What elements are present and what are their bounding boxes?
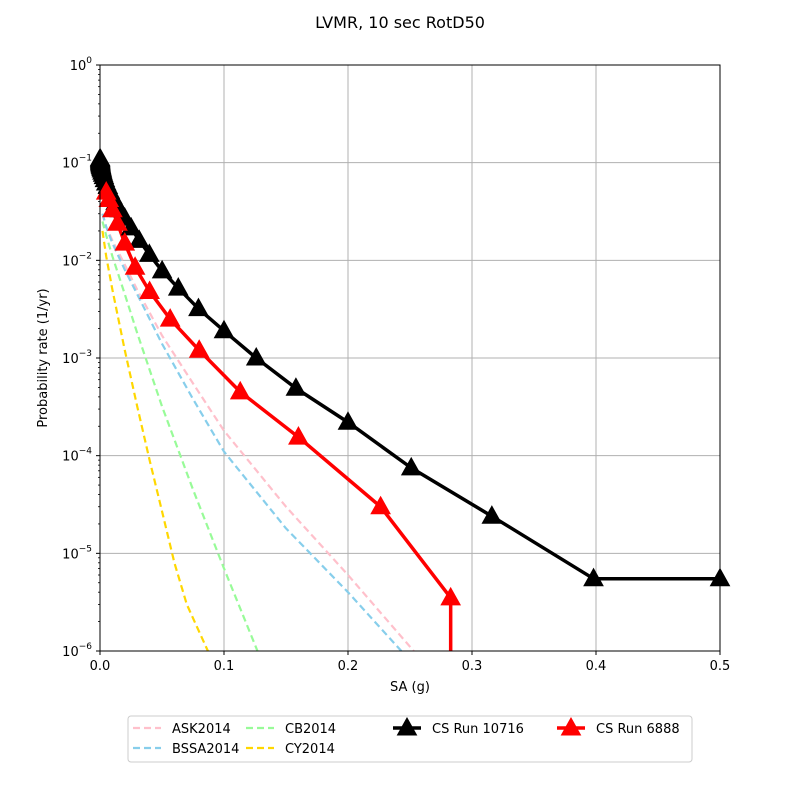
legend-marker-cs-run-10716 [396,716,418,736]
data-point-cs-run-6888 [440,586,462,606]
data-point-cs-run-10716 [213,319,235,339]
data-point-cs-run-10716 [151,259,173,279]
data-point-cs-run-10716 [138,243,160,262]
x-tick-label: 0.4 [586,659,607,674]
data-point-cs-run-6888 [107,212,128,231]
data-point-cs-run-10716 [128,229,150,248]
x-tick-label: 0.2 [338,659,359,674]
y-tick-label: 10−4 [62,447,92,465]
data-point-cs-run-6888 [139,280,160,299]
legend-marker-cs-run-6888 [560,716,582,736]
series-line-bssa2014 [101,213,403,651]
data-point-cs-run-10716 [167,277,189,296]
chart-title: LVMR, 10 sec RotD50 [315,13,485,32]
data-point-cs-run-10716 [285,377,307,396]
x-tick-label: 0.3 [462,659,483,674]
y-tick-label: 10−2 [62,251,92,269]
x-axis-ticks: 0.0 0.1 0.2 0.3 0.4 0.5 [90,651,731,674]
legend-label-cb2014: CB2014 [285,722,336,737]
legend-entry-cb2014: CB2014 [246,722,336,737]
data-point-cs-run-6888 [288,426,309,445]
y-tick-label: 10−6 [62,642,92,660]
series-line-cb2014 [101,221,259,651]
data-point-cs-run-6888 [114,232,136,251]
x-axis-label: SA (g) [390,680,430,695]
legend-label-cy2014: CY2014 [285,742,335,757]
y-tick-label: 10−1 [62,154,92,172]
data-point-cs-run-6888 [370,495,391,515]
data-point-cs-run-6888 [159,308,181,327]
legend-label-ask2014: ASK2014 [172,722,231,737]
marker-layer [89,147,731,606]
data-point-cs-run-10716 [583,567,604,587]
data-point-cs-run-6888 [229,380,251,400]
data-point-cs-run-6888 [188,339,210,358]
x-tick-label: 0.0 [90,659,111,674]
legend-entry-cy2014: CY2014 [246,742,335,757]
data-point-cs-run-6888 [102,198,123,218]
legend-label-bssa2014: BSSA2014 [172,742,239,757]
y-tick-label: 10−5 [62,544,92,562]
data-point-cs-run-10716 [400,456,422,476]
y-axis-label: Probability rate (1/yr) [36,288,51,427]
legend-label-cs-run-10716: CS Run 10716 [432,722,524,737]
y-tick-label: 10−3 [62,349,92,367]
data-point-cs-run-10716 [245,346,267,366]
legend-entry-cs-run-10716: CS Run 10716 [393,716,524,737]
legend-entry-ask2014: ASK2014 [133,722,231,737]
legend-label-cs-run-6888: CS Run 6888 [596,722,680,737]
data-point-cs-run-6888 [124,256,146,275]
y-axis-ticks: 10−6 10−5 10−4 10−3 10−2 10−1 100 [62,56,100,660]
data-point-cs-run-10716 [337,411,359,430]
y-tick-label: 100 [70,56,93,74]
data-point-cs-run-10716 [481,505,503,524]
legend-entry-cs-run-6888: CS Run 6888 [557,716,680,737]
data-point-cs-run-10716 [188,297,209,317]
legend-entry-bssa2014: BSSA2014 [133,742,239,757]
x-tick-label: 0.1 [214,659,235,674]
x-tick-label: 0.5 [710,659,731,674]
legend: ASK2014 BSSA2014 CB2014 CY2014 CS Run 10716 C… [127,715,693,763]
